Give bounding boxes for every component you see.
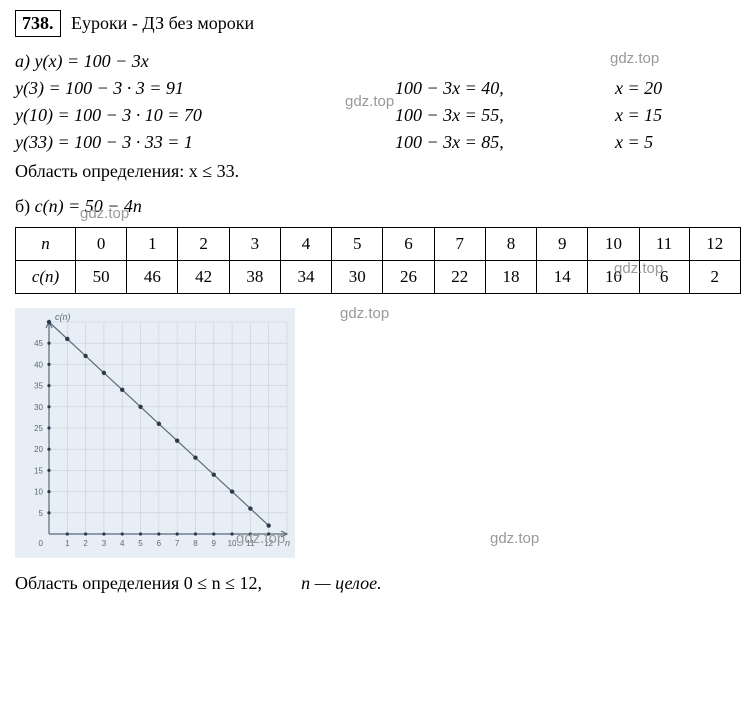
svg-text:35: 35: [34, 382, 43, 391]
svg-text:c(n): c(n): [55, 312, 71, 322]
svg-text:5: 5: [138, 539, 143, 548]
svg-text:4: 4: [120, 539, 125, 548]
cell: 10: [588, 261, 639, 294]
cell: 42: [178, 261, 229, 294]
cell: 7: [434, 228, 485, 261]
chart-svg: 123456789101112510152025303540450c(n)n: [15, 308, 295, 558]
svg-text:15: 15: [34, 466, 43, 475]
svg-text:6: 6: [157, 539, 162, 548]
row-header: c(n): [16, 261, 76, 294]
svg-text:5: 5: [39, 509, 44, 518]
cell: 2: [178, 228, 229, 261]
svg-text:0: 0: [39, 539, 44, 548]
cell: 46: [127, 261, 178, 294]
part-a-eq: а) y(x) = 100 − 3x: [15, 51, 741, 72]
part-b-label: б): [15, 196, 30, 216]
cell: 10: [588, 228, 639, 261]
svg-text:11: 11: [246, 539, 255, 548]
cell: 18: [485, 261, 536, 294]
calc-mid: 100 − 3x = 40,: [395, 78, 615, 99]
svg-text:1: 1: [65, 539, 70, 548]
chart: 123456789101112510152025303540450c(n)n: [15, 308, 741, 563]
calc-row: y(10) = 100 − 3 · 10 = 70 100 − 3x = 55,…: [15, 105, 741, 126]
equation: y(x) = 100 − 3x: [35, 51, 149, 71]
svg-text:12: 12: [264, 539, 273, 548]
cell: 50: [76, 261, 127, 294]
calc-right: x = 20: [615, 78, 735, 99]
svg-text:n: n: [285, 538, 290, 548]
calc-left: y(10) = 100 − 3 · 10 = 70: [15, 105, 395, 126]
cell: 34: [280, 261, 331, 294]
calc-left: y(33) = 100 − 3 · 33 = 1: [15, 132, 395, 153]
part-b-eq: б) c(n) = 50 − 4n: [15, 196, 741, 217]
table-row: c(n) 50 46 42 38 34 30 26 22 18 14 10 6 …: [16, 261, 741, 294]
calc-row: y(33) = 100 − 3 · 33 = 1 100 − 3x = 85, …: [15, 132, 741, 153]
table-row: n 0 1 2 3 4 5 6 7 8 9 10 11 12: [16, 228, 741, 261]
part-a-label: а): [15, 51, 30, 71]
calc-mid: 100 − 3x = 55,: [395, 105, 615, 126]
domain-b-note: n — целое.: [301, 573, 382, 593]
svg-text:2: 2: [83, 539, 88, 548]
svg-text:7: 7: [175, 539, 180, 548]
svg-text:10: 10: [228, 539, 237, 548]
cell: 1: [127, 228, 178, 261]
calc-row: y(3) = 100 − 3 · 3 = 91 100 − 3x = 40, x…: [15, 78, 741, 99]
cell: 30: [332, 261, 383, 294]
svg-text:8: 8: [193, 539, 198, 548]
row-header: n: [16, 228, 76, 261]
cell: 8: [485, 228, 536, 261]
svg-text:30: 30: [34, 403, 43, 412]
svg-text:3: 3: [102, 539, 107, 548]
domain-b-text: Область определения 0 ≤ n ≤ 12,: [15, 573, 262, 593]
calc-right: x = 5: [615, 132, 735, 153]
svg-text:45: 45: [34, 339, 43, 348]
cell: 38: [229, 261, 280, 294]
cell: 22: [434, 261, 485, 294]
cell: 6: [639, 261, 689, 294]
equation: c(n) = 50 − 4n: [35, 196, 142, 216]
cell: 2: [689, 261, 740, 294]
calc-mid: 100 − 3x = 85,: [395, 132, 615, 153]
domain-a: Область определения: x ≤ 33.: [15, 161, 741, 182]
svg-text:10: 10: [34, 488, 43, 497]
domain-b: Область определения 0 ≤ n ≤ 12, n — цело…: [15, 573, 741, 594]
problem-number: 738.: [15, 10, 61, 37]
cell: 5: [332, 228, 383, 261]
cell: 12: [689, 228, 740, 261]
svg-text:25: 25: [34, 424, 43, 433]
problem-header: 738. Еуроки - ДЗ без мороки: [15, 10, 741, 37]
calc-left: y(3) = 100 − 3 · 3 = 91: [15, 78, 395, 99]
header-text: Еуроки - ДЗ без мороки: [71, 13, 254, 33]
cell: 9: [537, 228, 588, 261]
cell: 26: [383, 261, 434, 294]
cell: 3: [229, 228, 280, 261]
data-table: n 0 1 2 3 4 5 6 7 8 9 10 11 12 c(n) 50 4…: [15, 227, 741, 294]
svg-text:20: 20: [34, 445, 43, 454]
svg-text:40: 40: [34, 360, 43, 369]
calc-right: x = 15: [615, 105, 735, 126]
cell: 4: [280, 228, 331, 261]
cell: 14: [537, 261, 588, 294]
cell: 0: [76, 228, 127, 261]
cell: 11: [639, 228, 689, 261]
svg-text:9: 9: [212, 539, 217, 548]
cell: 6: [383, 228, 434, 261]
